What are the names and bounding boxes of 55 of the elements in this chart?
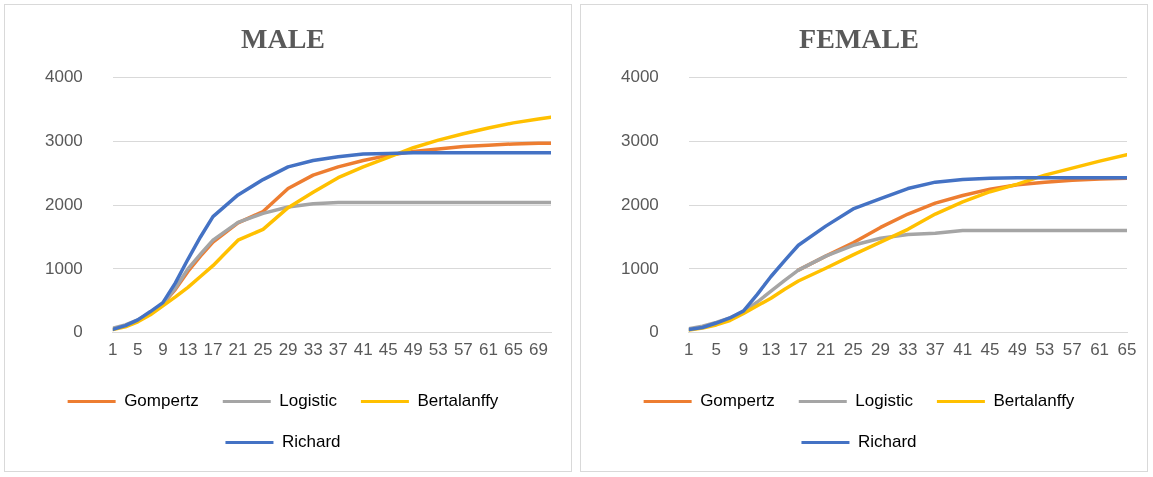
x-tick-label: 41 <box>953 340 973 360</box>
x-tick-label: 37 <box>925 340 945 360</box>
x-tick-label: 21 <box>228 340 248 360</box>
x-tick-label: 41 <box>353 340 373 360</box>
y-tick-label: 2000 <box>620 194 659 214</box>
y-tick-label: 3000 <box>44 131 83 151</box>
x-tick-label: 49 <box>403 340 423 360</box>
y-tick-label: 1000 <box>620 258 659 278</box>
y-tick-label: 1000 <box>44 258 83 278</box>
x-tick-label: 65 <box>503 340 523 360</box>
x-tick-label: 29 <box>871 340 890 360</box>
legend-label: Logistic <box>279 391 338 411</box>
y-tick-label: 4000 <box>44 67 83 87</box>
x-tick-label: 61 <box>1090 340 1110 360</box>
x-tick-label: 29 <box>278 340 298 360</box>
legend-label: Gompertz <box>124 391 199 411</box>
x-tick-label: 21 <box>816 340 836 360</box>
chart-title: MALE <box>241 23 325 55</box>
x-tick-label: 9 <box>738 340 749 360</box>
x-tick-label: 33 <box>898 340 918 360</box>
x-tick-label: 57 <box>453 340 473 360</box>
x-tick-label: 37 <box>328 340 348 360</box>
y-tick-label: 3000 <box>620 131 659 151</box>
x-tick-label: 25 <box>843 340 863 360</box>
x-tick-label: 69 <box>529 340 548 360</box>
legend-label: Richard <box>281 432 341 452</box>
x-tick-label: 17 <box>788 340 808 360</box>
x-tick-label: 9 <box>158 340 168 360</box>
x-tick-label: 13 <box>761 340 781 360</box>
x-tick-label: 53 <box>1035 340 1055 360</box>
x-tick-label: 61 <box>478 340 498 360</box>
legend-label: Logistic <box>855 391 914 411</box>
x-tick-label: 53 <box>428 340 448 360</box>
x-tick-label: 13 <box>178 340 198 360</box>
x-tick-label: 5 <box>711 340 721 360</box>
y-tick-label: 0 <box>649 322 659 342</box>
x-tick-label: 45 <box>980 340 1000 360</box>
x-tick-label: 57 <box>1062 340 1082 360</box>
y-tick-label: 4000 <box>620 67 659 87</box>
legend-label: Bertalanffy <box>417 391 499 411</box>
x-tick-label: 33 <box>303 340 323 360</box>
x-tick-label: 65 <box>1117 340 1137 360</box>
y-tick-label: 0 <box>73 322 83 342</box>
x-tick-label: 49 <box>1007 340 1027 360</box>
x-tick-label: 17 <box>203 340 223 360</box>
chart-title: FEMALE <box>799 23 919 55</box>
x-tick-label: 25 <box>253 340 273 360</box>
x-tick-label: 5 <box>133 340 143 360</box>
x-tick-label: 45 <box>378 340 398 360</box>
x-tick-label: 1 <box>684 340 694 360</box>
x-tick-label: 1 <box>108 340 118 360</box>
y-tick-label: 2000 <box>44 194 83 214</box>
legend-label: Richard <box>857 432 917 452</box>
legend-label: Gompertz <box>700 391 775 411</box>
legend-label: Bertalanffy <box>993 391 1075 411</box>
